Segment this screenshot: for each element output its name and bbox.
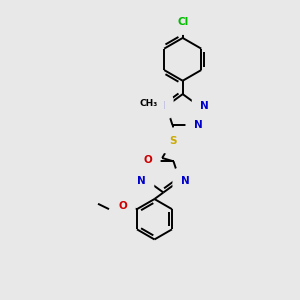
Text: O: O <box>143 155 152 165</box>
Text: Cl: Cl <box>177 16 188 27</box>
Text: N: N <box>200 101 209 111</box>
Text: N: N <box>137 176 146 186</box>
Text: N: N <box>157 101 165 111</box>
Text: N: N <box>194 120 203 130</box>
Text: N: N <box>181 176 190 186</box>
Text: O: O <box>118 201 127 211</box>
Text: CH₃: CH₃ <box>139 99 158 108</box>
Text: S: S <box>169 136 176 146</box>
